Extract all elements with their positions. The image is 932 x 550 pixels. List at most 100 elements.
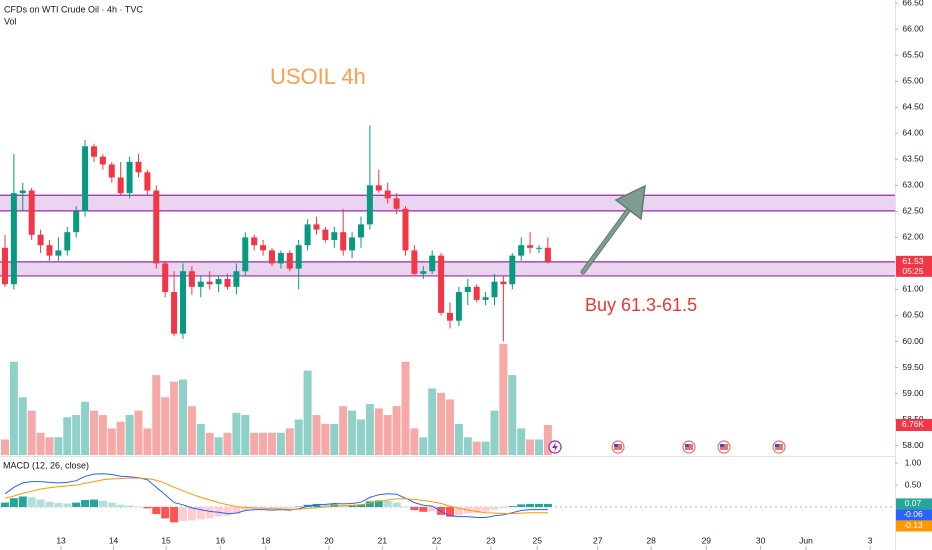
volume-bar [374, 408, 383, 455]
volume-bar [499, 344, 508, 455]
volume-bar [45, 437, 54, 455]
volume-bar [410, 428, 419, 455]
candle-body [260, 245, 267, 251]
macd-last-box [896, 509, 932, 521]
candle-body [99, 156, 106, 165]
candle-body [313, 224, 320, 230]
annotation-buy: Buy 61.3-61.5 [585, 295, 697, 315]
x-tick-label: 30 [756, 535, 766, 545]
candle-body [126, 161, 133, 194]
macd-histogram-bar [481, 507, 490, 512]
volume-bar [36, 432, 45, 455]
flag-icon [772, 440, 786, 454]
candle-body [438, 255, 445, 313]
volume-title: Vol [4, 16, 17, 26]
macd-histogram-bar [170, 507, 179, 523]
candle-body [242, 237, 249, 272]
macd-histogram-bar [63, 503, 72, 507]
macd-histogram-bar [517, 504, 526, 507]
y-tick-label: 58.50 [902, 414, 924, 424]
macd-histogram-bar [45, 501, 54, 507]
candle-body [188, 271, 195, 287]
x-tick-label: 28 [646, 535, 656, 545]
candle-body [429, 255, 436, 272]
candle-body [117, 177, 124, 194]
macd-last-label: -0.06 [903, 509, 923, 519]
volume-bar [356, 419, 365, 455]
candle-body [535, 247, 542, 249]
candle-body [162, 263, 169, 293]
macd-histogram-bar [134, 506, 143, 508]
candle-body [491, 281, 498, 298]
x-tick-label: 16 [216, 535, 226, 545]
macd-histogram-bar [196, 507, 205, 520]
x-tick-label: 25 [532, 535, 542, 545]
volume-bar [445, 399, 454, 455]
macd-histogram-bar [223, 507, 232, 516]
volume-bar [241, 415, 250, 455]
candle-body [544, 247, 551, 262]
y-tick-label: 64.00 [902, 128, 924, 138]
candle-body [1, 247, 8, 285]
macd-histogram-bar [472, 507, 481, 514]
candle-body [295, 245, 302, 269]
macd-histogram-bar [348, 505, 357, 507]
candle-body [224, 279, 231, 287]
y-tick-label: 66.50 [902, 0, 924, 7]
macd-histogram-bar [419, 507, 428, 512]
volume-bar [276, 432, 285, 455]
candle-body [375, 185, 382, 191]
volume-bar [508, 375, 517, 455]
y-tick-label: 60.00 [902, 336, 924, 346]
volume-bar [365, 403, 374, 455]
y-tick-label: 60.50 [902, 310, 924, 320]
candle-body [179, 271, 186, 334]
candle-body [144, 172, 151, 191]
candle-body [482, 297, 489, 300]
volume-bar [0, 439, 9, 455]
candle-body [402, 208, 409, 251]
volume-bar [383, 415, 392, 455]
macd-histogram-bar [89, 499, 98, 507]
volume-bar [259, 432, 268, 455]
macd-histogram-bar [508, 506, 517, 507]
candle-body [251, 237, 258, 246]
volume-bar [285, 428, 294, 455]
candle-body [268, 250, 275, 264]
x-tick-label: 21 [378, 535, 388, 545]
flag-icon [717, 440, 731, 454]
volume-bar [107, 428, 116, 455]
candle-body [277, 253, 284, 264]
volume-bar [437, 392, 446, 455]
volume-bar [348, 410, 357, 455]
candle-body [73, 211, 80, 233]
candle-body [393, 198, 400, 209]
macd-histogram-bar [143, 507, 152, 509]
macd-histogram-bar [98, 500, 107, 507]
volume-bar [152, 375, 161, 455]
volume-bar [312, 415, 321, 455]
candle-body [286, 253, 293, 269]
volume-bar [294, 419, 303, 455]
macd-histogram-bar [9, 498, 18, 507]
candle-body [509, 255, 516, 285]
macd-histogram-bar [72, 502, 81, 507]
volume-bar [161, 397, 170, 455]
candle-body [46, 245, 53, 256]
volume-bar [392, 406, 401, 455]
volume-bar [9, 361, 18, 455]
macd-histogram-bar [392, 502, 401, 507]
candle-body [518, 245, 525, 256]
macd-last-label: 0.07 [905, 498, 922, 508]
last-price-box [896, 255, 932, 277]
volume-bar [27, 410, 36, 455]
volume-bar [401, 361, 410, 455]
macd-histogram-bar [54, 503, 63, 507]
candle-body [171, 292, 178, 334]
candle-body [331, 232, 338, 240]
macd-histogram-bar [0, 502, 9, 507]
macd-histogram-bar [454, 507, 463, 516]
candle-body [527, 245, 534, 248]
candle-body [10, 193, 17, 285]
